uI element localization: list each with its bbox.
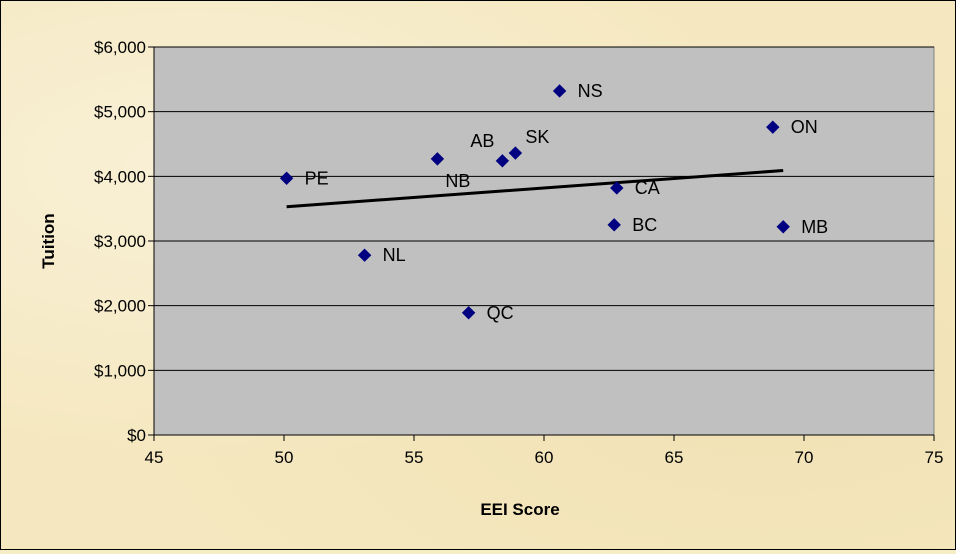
y-tick-label: $0 <box>127 426 146 445</box>
y-tick-label: $6,000 <box>94 38 146 57</box>
point-label-ns: NS <box>578 81 603 101</box>
data-point-on <box>766 120 780 134</box>
point-label-ab: AB <box>470 131 494 151</box>
trendline-group <box>286 169 784 209</box>
point-label-ca: CA <box>635 178 660 198</box>
point-label-nb: NB <box>445 171 470 191</box>
point-label-nl: NL <box>383 245 406 265</box>
trendline <box>286 169 784 209</box>
data-point-pe <box>279 171 294 185</box>
x-tick-label: 45 <box>145 448 164 467</box>
point-label-bc: BC <box>632 215 657 235</box>
x-tick-label: 60 <box>535 448 554 467</box>
y-tick-label: $1,000 <box>94 361 146 380</box>
data-point-ca <box>610 181 624 195</box>
data-points: PE NL NB QC AB SK NS BC CA ON MB <box>279 81 828 323</box>
gridlines <box>154 46 934 371</box>
point-label-mb: MB <box>801 217 828 237</box>
data-point-ab <box>495 154 510 168</box>
y-tick-label: $5,000 <box>94 103 146 122</box>
x-axis-title: EEI Score <box>480 500 559 519</box>
y-axis: $0 $1,000 $2,000 $3,000 $4,000 $5,000 $6,000 <box>94 38 155 445</box>
data-point-mb <box>776 220 790 234</box>
y-tick-label: $4,000 <box>94 167 146 186</box>
point-label-pe: PE <box>305 168 329 188</box>
data-point-sk <box>508 146 523 160</box>
point-label-sk: SK <box>525 127 549 147</box>
x-tick-label: 70 <box>795 448 814 467</box>
data-point-bc <box>607 218 621 232</box>
y-tick-label: $3,000 <box>94 232 146 251</box>
x-tick-label: 55 <box>405 448 424 467</box>
x-tick-label: 65 <box>665 448 684 467</box>
data-point-nl <box>357 248 372 262</box>
point-label-qc: QC <box>487 303 514 323</box>
data-point-nb <box>430 152 445 166</box>
data-point-qc <box>461 306 476 320</box>
y-axis-title: Tuition <box>39 213 58 268</box>
y-tick-label: $2,000 <box>94 297 146 316</box>
point-label-on: ON <box>791 117 818 137</box>
x-tick-label: 75 <box>925 448 944 467</box>
data-point-ns <box>552 84 567 98</box>
x-tick-label: 50 <box>275 448 294 467</box>
x-axis: 45 50 55 60 65 70 75 <box>145 434 944 467</box>
